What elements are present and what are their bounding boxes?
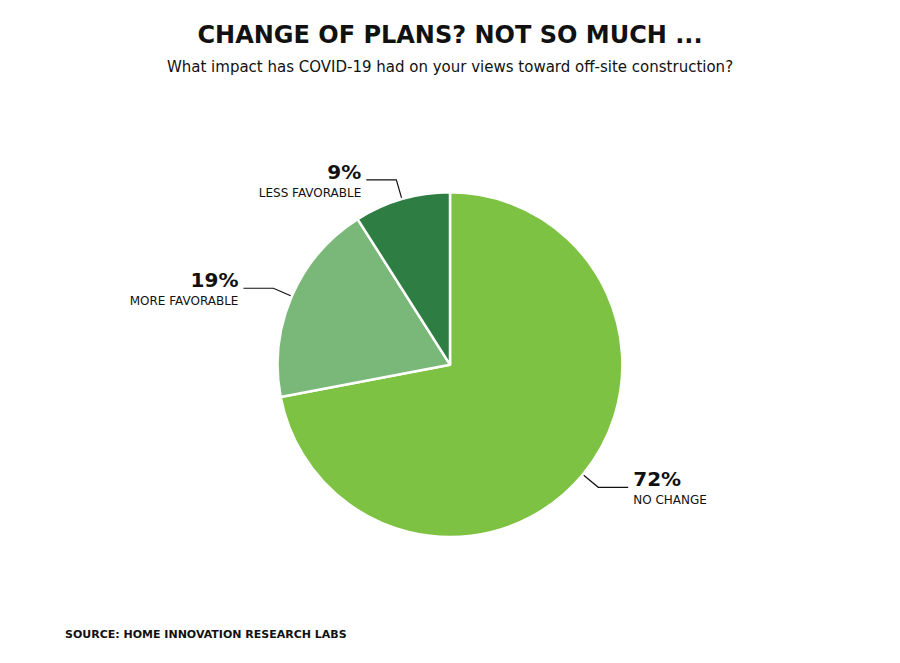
svg-text:What impact has COVID-19 had o: What impact has COVID-19 had on your vie… [167,58,733,76]
svg-text:9%: 9% [327,160,361,184]
svg-text:LESS FAVORABLE: LESS FAVORABLE [259,186,362,200]
svg-text:MORE FAVORABLE: MORE FAVORABLE [130,294,239,308]
svg-text:SOURCE: HOME INNOVATION RESEAR: SOURCE: HOME INNOVATION RESEARCH LABS [65,628,347,641]
svg-text:NO CHANGE: NO CHANGE [633,493,707,507]
svg-text:19%: 19% [191,268,239,292]
svg-text:CHANGE OF PLANS? NOT SO MUCH .: CHANGE OF PLANS? NOT SO MUCH ... [197,21,702,49]
svg-text:72%: 72% [633,467,681,491]
